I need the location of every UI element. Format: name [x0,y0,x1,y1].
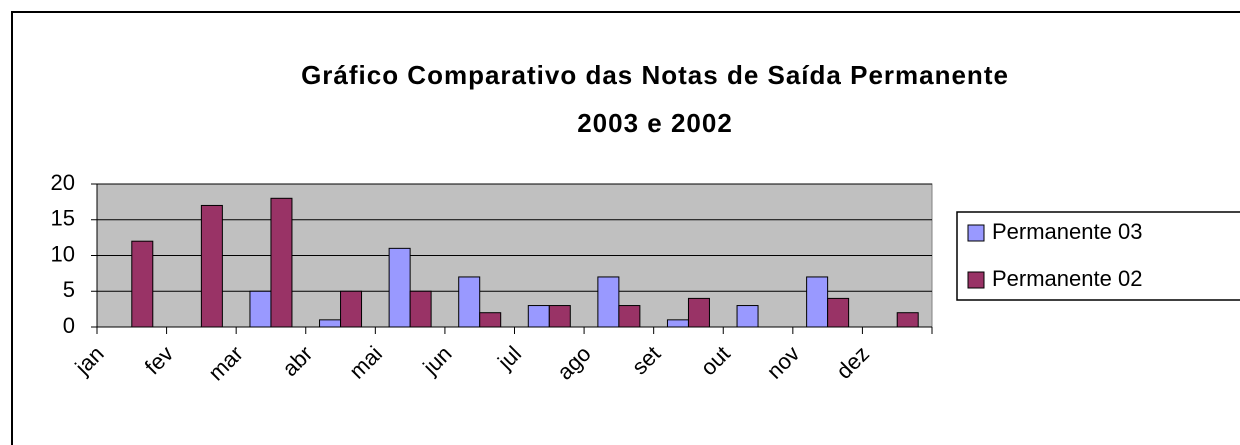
legend [956,211,1240,301]
bar [340,290,363,328]
bar [597,276,620,328]
chart-title: 2003 e 2002 [577,108,733,138]
y-tick-label: 15 [51,206,75,231]
bar [249,290,272,328]
legend-swatch [967,224,985,242]
bar [548,305,571,328]
bar [896,312,919,328]
legend-label: Permanente 02 [992,266,1142,291]
y-tick-label: 5 [63,277,75,302]
chart-title: Gráfico Comparativo das Notas de Saída P… [301,60,1009,90]
bar [479,312,502,328]
y-tick-label: 10 [51,241,75,266]
bar [458,276,481,328]
bar [618,305,641,328]
bar [131,240,154,328]
bar [827,297,850,328]
y-tick-label: 20 [51,170,75,195]
bar [806,276,829,328]
bar [666,319,689,328]
bar [527,305,550,328]
bar [736,305,759,328]
bar [200,204,223,328]
bar [388,247,411,328]
bar [270,197,293,328]
bar [409,290,432,328]
legend-label: Permanente 03 [992,219,1142,244]
legend-swatch [967,271,985,289]
bar [319,319,342,328]
bar [687,297,710,328]
y-tick-label: 0 [63,313,75,338]
